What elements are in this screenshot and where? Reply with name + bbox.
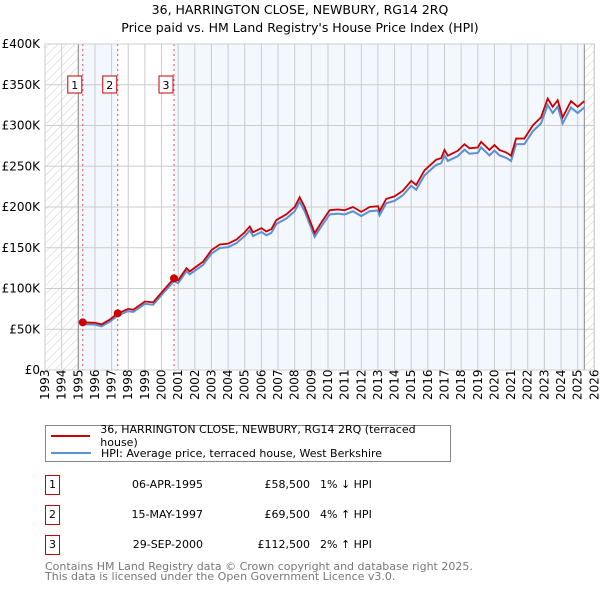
sale-badge xyxy=(102,75,118,94)
x-tick-label: 1994 xyxy=(55,369,69,400)
marker-badge: 2 xyxy=(45,505,60,525)
x-tick-label: 1993 xyxy=(38,369,52,400)
x-tick-label: 2024 xyxy=(554,369,568,400)
footer-copyright: Contains HM Land Registry data © Crown c… xyxy=(45,560,473,573)
x-tick-label: 2013 xyxy=(371,369,385,400)
x-tick-label: 1999 xyxy=(138,369,152,400)
chart-title: 36, HARRINGTON CLOSE, NEWBURY, RG14 2RQ xyxy=(151,2,449,17)
marker-badge: 1 xyxy=(45,475,60,495)
hpi-line xyxy=(82,102,585,328)
x-tick-label: 2006 xyxy=(254,369,268,400)
x-tick-label: 2023 xyxy=(537,369,551,400)
price-chart: 1993 1994 1995 1996 1997 1998 1999 2000 2001 2002… xyxy=(2,37,600,400)
x-tick-label: 2014 xyxy=(388,369,402,400)
x-tick-label: 1995 xyxy=(71,369,85,400)
x-tick-label: 1997 xyxy=(105,369,119,400)
legend-item-hpi: HPI: Average price, terraced house, West… xyxy=(46,445,382,461)
sale-date: 06-APR-1995 xyxy=(131,478,203,491)
sale-badge xyxy=(67,75,83,94)
price-paid-line xyxy=(82,96,585,326)
x-tick-label: 2009 xyxy=(304,369,318,400)
x-tick-label: 2020 xyxy=(487,369,501,400)
x-tick-label: 1998 xyxy=(121,369,135,400)
x-tick-label: 2019 xyxy=(471,369,485,400)
x-tick-label: 2018 xyxy=(454,369,468,400)
sale-badge-label: 3 xyxy=(163,79,170,92)
y-tick-label: £200K xyxy=(2,200,42,214)
x-tick-label: 2011 xyxy=(338,369,352,400)
x-tick-label: 2002 xyxy=(188,369,202,400)
legend-swatch-blue xyxy=(51,452,91,454)
x-tick-label: 2001 xyxy=(171,369,185,400)
hpi-diff: 1% ↓ HPI xyxy=(320,478,372,491)
x-tick-label: 2015 xyxy=(404,369,418,400)
x-tick-label: 2021 xyxy=(504,369,518,400)
legend-label: 36, HARRINGTON CLOSE, NEWBURY, RG14 2RQ … xyxy=(100,423,416,449)
x-tick-label: 2010 xyxy=(321,369,335,400)
sale-date: 15-MAY-1997 xyxy=(131,508,203,521)
x-tick-label: 2012 xyxy=(354,369,368,400)
y-tick-label: £0 xyxy=(25,363,40,377)
sale-price: £69,500 xyxy=(264,508,311,521)
sale-point xyxy=(170,274,179,283)
x-tick-label: 2004 xyxy=(221,369,235,400)
legend-label: HPI: Average price, terraced house, West… xyxy=(101,446,383,460)
legend-swatch-red xyxy=(51,435,91,437)
sale-point xyxy=(78,318,87,327)
y-tick-label: £50K xyxy=(9,322,41,336)
sale-badge-label: 2 xyxy=(106,79,113,92)
hpi-diff: 2% ↑ HPI xyxy=(320,538,372,551)
plot-border xyxy=(44,43,595,371)
marker-badge: 3 xyxy=(45,535,60,555)
x-tick-label: 2005 xyxy=(238,369,252,400)
legend-item-price: 36, HARRINGTON CLOSE, NEWBURY, RG14 2RQ … xyxy=(46,423,450,449)
x-tick-label: 1996 xyxy=(88,369,102,400)
x-tick-label: 2025 xyxy=(571,369,585,400)
y-tick-label: £100K xyxy=(2,282,42,296)
sale-point xyxy=(113,309,122,318)
sale-price: £58,500 xyxy=(264,478,311,491)
legend: 36, HARRINGTON CLOSE, NEWBURY, RG14 2RQ … xyxy=(45,423,451,462)
y-tick-label: £300K xyxy=(2,119,42,133)
sale-badge xyxy=(158,75,174,94)
x-tick-label: 2008 xyxy=(288,369,302,400)
x-tick-label: 2026 xyxy=(587,369,600,400)
x-tick-label: 2016 xyxy=(421,369,435,400)
sale-date: 29-SEP-2000 xyxy=(132,538,203,551)
y-tick-label: £250K xyxy=(2,159,42,173)
x-tick-label: 2007 xyxy=(271,369,285,400)
y-tick-label: £150K xyxy=(2,241,42,255)
x-tick-label: 2017 xyxy=(437,369,451,400)
sale-badge-label: 1 xyxy=(71,79,78,92)
x-tick-label: 2003 xyxy=(204,369,218,400)
y-tick-label: £400K xyxy=(2,37,42,51)
chart-subtitle: Price paid vs. HM Land Registry's House … xyxy=(121,20,479,35)
hpi-diff: 4% ↑ HPI xyxy=(320,508,372,521)
footer-licence: This data is licensed under the Open Gov… xyxy=(45,570,396,583)
sale-price: £112,500 xyxy=(257,538,311,551)
x-tick-label: 2000 xyxy=(155,369,169,400)
y-tick-label: £350K xyxy=(2,78,42,92)
x-tick-label: 2022 xyxy=(521,369,535,400)
